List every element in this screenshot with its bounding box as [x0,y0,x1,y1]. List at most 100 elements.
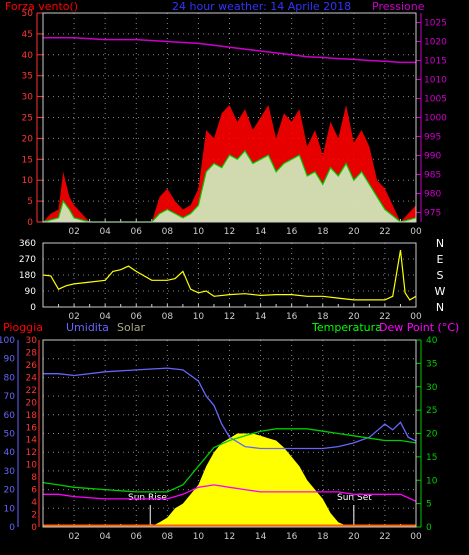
wind-x-tick-label: 10 [193,227,205,237]
pressure-y-tick-label: 995 [424,133,441,143]
temp-y-tick-label: 25 [426,406,437,416]
rain-y-tick-label: 8 [31,473,37,483]
temp-y-tick-label: 20 [426,430,438,440]
humidity-y-tick-label: 10 [4,504,16,514]
temp-y-tick-label: 15 [426,453,437,463]
wind-x-tick-label: 12 [224,227,235,237]
wind-x-tick-label: 08 [162,227,174,237]
humidity-y-tick-label: 100 [0,336,15,346]
rain-y-tick-label: 22 [26,386,37,396]
temp-y-tick-label: 30 [426,383,438,393]
rain-y-tick-label: 24 [26,373,38,383]
temperature-label: Temperatura [311,321,382,334]
pressure-y-tick-label: 990 [424,152,441,162]
wind-x-tick-label: 20 [348,227,360,237]
dir-y-tick-label: 270 [19,255,36,265]
pressure-y-tick-label: 985 [424,171,441,181]
dir-y-tick-label: 180 [19,271,36,281]
pressure-y-tick-label: 1005 [424,95,447,105]
pressure-label: Pressione [372,0,425,13]
temp-y-tick-label: 40 [426,336,438,346]
dir-y-tick-label: 0 [30,303,36,313]
dir-y-tick-label: 360 [19,239,36,249]
rain-y-tick-label: 18 [26,411,38,421]
dir-x-tick-label: 12 [224,312,235,322]
dir-x-tick-label: 02 [68,312,79,322]
pressure-y-tick-label: 1020 [424,38,447,48]
dir-x-tick-label: 16 [286,312,298,322]
pressure-y-tick-label: 1000 [424,114,447,124]
wind-y-tick-label: 10 [22,176,34,186]
pressure-y-tick-label: 1025 [424,19,447,29]
rain-y-tick-label: 26 [26,361,38,371]
rain-y-tick-label: 10 [26,461,38,471]
wind-x-tick-label: 02 [68,227,79,237]
wind-x-tick-label: 06 [131,227,143,237]
wind-direction-line [42,250,417,301]
rain-y-tick-label: 2 [31,511,37,521]
solar-label: Solar [117,321,146,334]
dir-x-tick-label: 14 [255,312,267,322]
dir-plot-frame [42,242,417,308]
rain-y-tick-label: 6 [31,486,37,496]
pressure-y-tick-label: 1015 [424,57,447,67]
temp-y-tick-label: 5 [426,500,432,510]
pressure-line [43,36,416,64]
humidity-label: Umidita [66,321,109,334]
dir-compass-label: E [437,253,444,266]
chart-title: 24 hour weather: 14 Aprile 2018 [172,0,351,13]
rain-y-tick-label: 4 [31,498,37,508]
avg-wind-area [43,150,416,222]
env-x-tick-label: 16 [286,532,298,542]
wind-y-tick-label: 45 [22,30,33,40]
dir-compass-label: N [436,301,444,314]
wind-x-tick-label: 22 [379,227,390,237]
temp-y-tick-label: 0 [426,523,432,533]
humidity-y-tick-label: 40 [4,448,16,458]
rain-y-tick-label: 30 [26,336,38,346]
rain-y-tick-label: 16 [26,423,38,433]
humidity-y-tick-label: 60 [4,411,16,421]
env-x-tick-label: 06 [131,532,143,542]
env-x-tick-label: 04 [99,532,111,542]
temp-y-tick-label: 35 [426,359,437,369]
env-x-tick-label: 12 [224,532,235,542]
wind-x-tick-label: 00 [410,227,422,237]
dir-compass-label: W [435,285,446,298]
wind-x-tick-label: 18 [317,227,329,237]
humidity-y-tick-label: 30 [4,467,16,477]
env-x-tick-label: 18 [317,532,329,542]
dir-x-tick-label: 08 [162,312,174,322]
dir-x-tick-label: 20 [348,312,360,322]
dir-x-tick-label: 06 [131,312,143,322]
env-x-tick-label: 22 [379,532,390,542]
solar-area [150,433,354,527]
humidity-y-tick-label: 90 [4,355,16,365]
humidity-y-tick-label: 80 [4,373,16,383]
wind-y-tick-label: 20 [22,134,34,144]
env-x-tick-label: 14 [255,532,267,542]
wind-left-label: Forza vento() [5,0,78,13]
dir-x-tick-label: 18 [317,312,329,322]
rain-y-tick-label: 12 [26,448,37,458]
wind-x-tick-label: 16 [286,227,298,237]
wind-x-tick-label: 04 [99,227,111,237]
rain-y-tick-label: 20 [26,398,38,408]
dir-x-tick-label: 04 [99,312,111,322]
dir-compass-label: S [437,269,444,282]
wind-y-tick-label: 50 [22,9,34,19]
wind-y-tick-label: 5 [27,197,33,207]
dir-x-tick-label: 22 [379,312,390,322]
wind-plot-frame [42,12,417,223]
rain-label: Pioggia [3,321,43,334]
dewpoint-line [43,484,417,502]
humidity-y-tick-label: 0 [9,523,15,533]
wind-y-tick-label: 15 [22,155,33,165]
dir-y-tick-label: 90 [25,287,37,297]
pressure-y-tick-label: 975 [424,209,441,219]
sunrise-annotation: Sun Rise [128,493,167,503]
wind-y-tick-label: 30 [22,93,34,103]
wind-y-tick-label: 35 [22,72,33,82]
